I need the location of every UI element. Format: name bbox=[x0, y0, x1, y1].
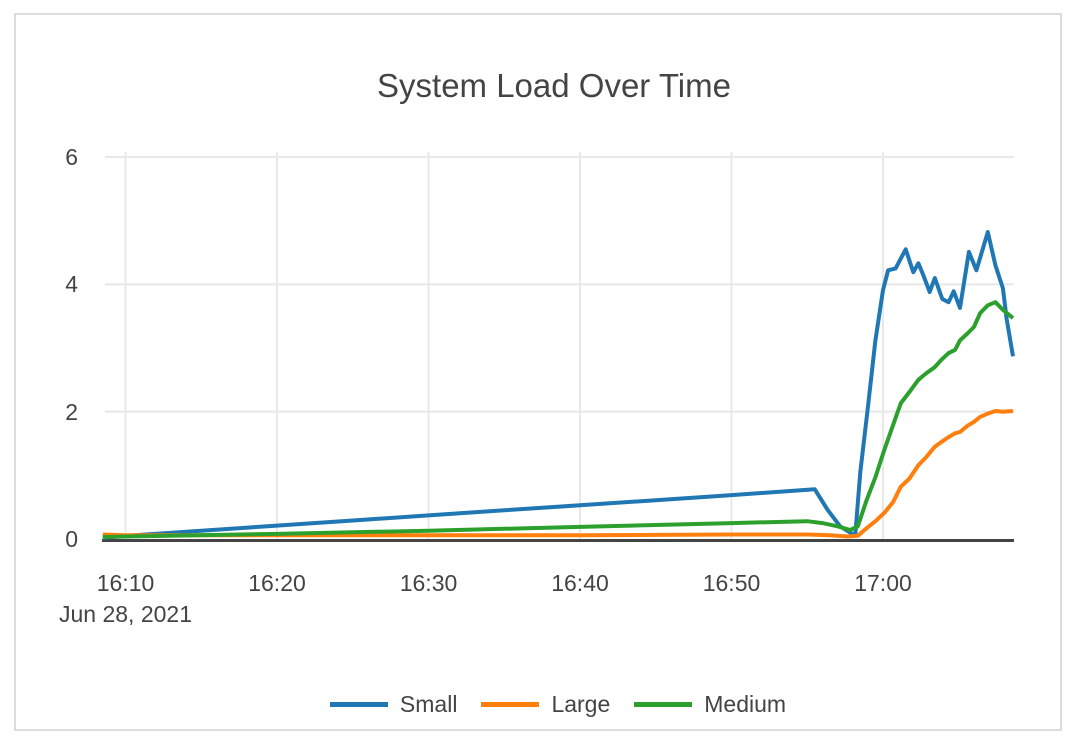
legend-line-swatch-small bbox=[329, 701, 388, 707]
legend-item-large[interactable]: Large bbox=[481, 690, 610, 718]
y-tick-label: 4 bbox=[65, 271, 78, 298]
series-line-medium[interactable] bbox=[102, 300, 1015, 540]
x-tick-label: 16:30 bbox=[399, 570, 458, 596]
x-tick-label: 17:00 bbox=[854, 570, 912, 596]
chart-card: System Load Over Time bbox=[14, 13, 1062, 731]
series-line-small[interactable] bbox=[102, 230, 1015, 540]
legend-line-swatch-large bbox=[481, 701, 540, 707]
legend-label: Large bbox=[551, 691, 611, 717]
legend-item-medium[interactable]: Medium bbox=[634, 690, 786, 718]
x-tick-label: 16:50 bbox=[702, 570, 761, 596]
legend: Small Large Medium bbox=[102, 689, 1014, 719]
y-tick-label: 6 bbox=[65, 143, 78, 170]
x-axis-date-label: Jun 28, 2021 bbox=[58, 601, 192, 627]
x-tick-label: 16:10 bbox=[96, 570, 155, 596]
legend-item-small[interactable]: Small bbox=[329, 690, 458, 718]
legend-line-swatch-medium bbox=[634, 701, 693, 707]
series-line-large[interactable] bbox=[102, 409, 1014, 539]
legend-label: Medium bbox=[704, 691, 787, 717]
legend-label: Small bbox=[399, 691, 458, 717]
x-tick-label: 16:40 bbox=[551, 570, 609, 596]
y-tick-label: 2 bbox=[65, 398, 78, 425]
chart-title: System Load Over Time bbox=[377, 67, 731, 104]
y-tick-label: 0 bbox=[65, 526, 78, 552]
x-tick-label: 16:20 bbox=[248, 570, 306, 596]
